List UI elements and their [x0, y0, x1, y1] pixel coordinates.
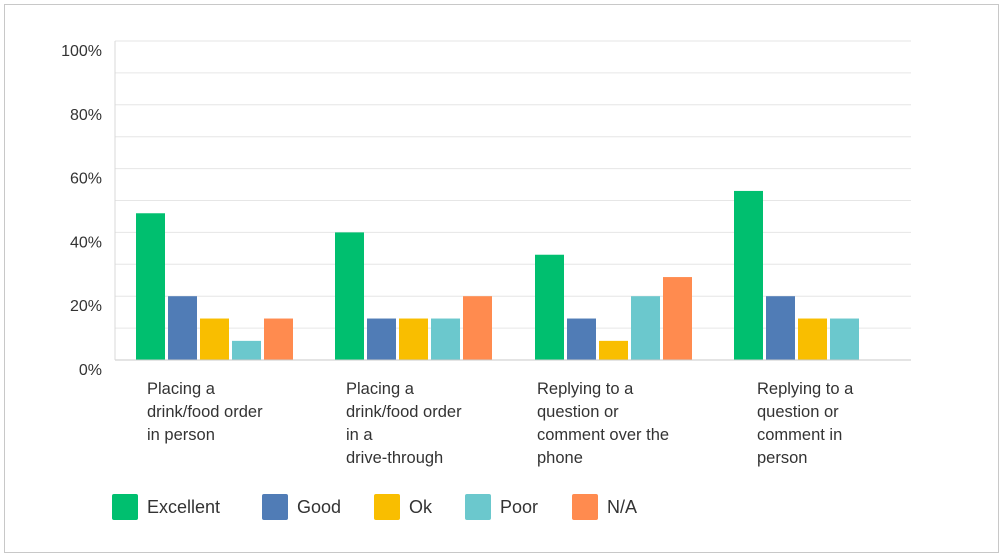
- bar-excellent-3[interactable]: [535, 254, 564, 360]
- legend-label: N/A: [607, 497, 638, 517]
- bar-ok-3[interactable]: [599, 340, 628, 360]
- bar-ok-2[interactable]: [399, 318, 428, 360]
- bar-good-3[interactable]: [567, 318, 596, 360]
- bar-poor-1[interactable]: [232, 340, 261, 360]
- legend-swatch: [112, 494, 138, 520]
- legend-swatch: [374, 494, 400, 520]
- gridlines: [115, 40, 911, 329]
- bar-excellent-4[interactable]: [734, 190, 763, 360]
- x-category-label: Replying to a question or comment over t…: [537, 380, 670, 467]
- legend-swatch: [262, 494, 288, 520]
- bar-poor-3[interactable]: [631, 296, 660, 360]
- bar-poor-2[interactable]: [431, 318, 460, 360]
- bar-ok-1[interactable]: [200, 318, 229, 360]
- bar-good-2[interactable]: [367, 318, 396, 360]
- legend-label: Excellent: [147, 497, 221, 517]
- y-tick-label: 0%: [79, 362, 102, 379]
- legend-swatch: [572, 494, 598, 520]
- legend-label: Ok: [409, 497, 433, 517]
- bar-good-1[interactable]: [168, 296, 197, 360]
- y-tick-label: 80%: [70, 107, 102, 124]
- bar-poor-4[interactable]: [830, 318, 859, 360]
- bar-excellent-1[interactable]: [136, 213, 165, 360]
- y-tick-label: 20%: [70, 298, 102, 315]
- legend-swatch: [465, 494, 491, 520]
- x-category-label: Placing a drink/food order in person: [147, 380, 263, 444]
- bar-na-3[interactable]: [663, 277, 692, 360]
- chart-card: [4, 4, 999, 553]
- legend-label: Poor: [500, 497, 539, 517]
- y-tick-label: 100%: [61, 43, 102, 60]
- bar-good-4[interactable]: [766, 296, 795, 360]
- x-category-label: Placing a drink/food order in a drive-th…: [346, 380, 462, 467]
- bar-na-2[interactable]: [463, 296, 492, 360]
- y-tick-label: 40%: [70, 234, 102, 251]
- y-axis-ticks: 0% 20% 40% 60% 80% 100%: [61, 43, 102, 379]
- bar-ok-4[interactable]: [798, 318, 827, 360]
- bars: [136, 190, 859, 360]
- legend-label: Good: [297, 497, 342, 517]
- y-tick-label: 60%: [70, 171, 102, 188]
- bar-na-1[interactable]: [264, 318, 293, 360]
- x-category-label: Replying to a question or comment in per…: [757, 380, 854, 467]
- bar-excellent-2[interactable]: [335, 232, 364, 360]
